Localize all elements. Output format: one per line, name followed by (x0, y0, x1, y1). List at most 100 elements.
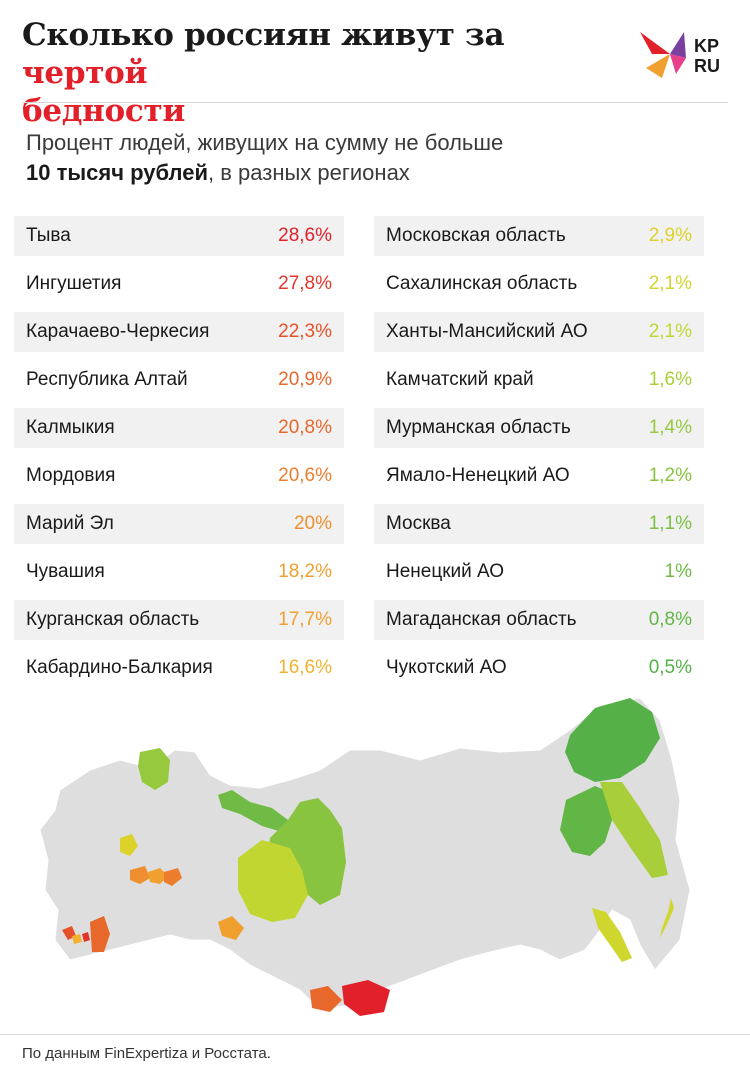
map-region-kabardino (72, 934, 82, 944)
table-row: Мордовия 20,6% (14, 456, 344, 496)
region-name: Карачаево-Черкесия (26, 321, 210, 342)
logo-wing-pink (670, 54, 686, 74)
table-row: Ямало-Ненецкий АО 1,2% (374, 456, 704, 496)
map-region-sakhalin (592, 908, 632, 962)
region-value: 2,1% (648, 273, 692, 294)
region-value: 1,1% (648, 513, 692, 534)
map-region-magadan (560, 786, 615, 856)
subtitle-part2: , в разных регионах (207, 160, 410, 185)
region-value: 17,7% (278, 609, 332, 630)
map-region-altai (310, 986, 342, 1012)
region-name: Камчатский край (386, 369, 534, 390)
title-accent: чертой (22, 55, 148, 91)
region-value: 20,8% (278, 417, 332, 438)
table-left-column: Тыва 28,6% Ингушетия 27,8% Карачаево-Черкеси… (14, 216, 344, 696)
footer-divider (0, 1034, 750, 1035)
region-value: 20,9% (278, 369, 332, 390)
table-row: Камчатский край 1,6% (374, 360, 704, 400)
logo-text-ru: RU (694, 56, 720, 76)
region-value: 18,2% (278, 561, 332, 582)
region-value: 1% (664, 561, 692, 582)
region-name: Кабардино-Балкария (26, 657, 213, 678)
region-value: 0,8% (648, 609, 692, 630)
table-row: Москва 1,1% (374, 504, 704, 544)
region-name: Ямало-Ненецкий АО (386, 465, 570, 486)
region-value: 2,9% (648, 225, 692, 246)
table-row: Мурманская область 1,4% (374, 408, 704, 448)
subtitle-part1: Процент людей, живущих на сумму не больш… (26, 130, 504, 155)
map-region-moscow-oblast (120, 834, 138, 856)
table-row: Кабардино-Балкария 16,6% (14, 648, 344, 688)
region-name: Москва (386, 513, 451, 534)
table-row: Карачаево-Черкесия 22,3% (14, 312, 344, 352)
chart-subtitle: Процент людей, живущих на сумму не больш… (26, 128, 646, 188)
table-row: Ханты-Мансийский АО 2,1% (374, 312, 704, 352)
region-name: Курганская область (26, 609, 200, 630)
russia-map (39, 697, 691, 1016)
table-row: Калмыкия 20,8% (14, 408, 344, 448)
table-row: Курганская область 17,7% (14, 600, 344, 640)
table-row: Тыва 28,6% (14, 216, 344, 256)
region-value: 22,3% (278, 321, 332, 342)
table-row: Республика Алтай 20,9% (14, 360, 344, 400)
map-region-kuriles (660, 898, 674, 938)
map-region-tyva (342, 980, 390, 1016)
source-note: По данным FinExpertiza и Росстата. (22, 1045, 271, 1062)
logo-wing-orange (646, 54, 670, 78)
region-name: Мордовия (26, 465, 116, 486)
header-divider (22, 102, 728, 103)
region-name: Республика Алтай (26, 369, 188, 390)
region-value: 20% (293, 513, 332, 534)
map-region-kurgan (218, 916, 244, 940)
region-value: 20,6% (278, 465, 332, 486)
title-end: бедности (22, 93, 186, 129)
region-name: Ингушетия (26, 273, 122, 294)
region-value: 27,8% (278, 273, 332, 294)
table-row: Марий Эл 20% (14, 504, 344, 544)
map-region-chuvashia (148, 868, 168, 884)
title-main: Сколько россиян живут за (22, 17, 505, 53)
region-name: Московская область (386, 225, 566, 246)
region-value: 16,6% (278, 657, 332, 678)
map-region-mordovia (164, 868, 182, 886)
region-name: Ненецкий АО (386, 561, 505, 582)
map-region-nenets (218, 790, 288, 832)
subtitle-bold: 10 тысяч рублей (26, 160, 208, 185)
logo-wing-purple (670, 32, 686, 58)
region-name: Чукотский АО (386, 657, 507, 678)
map-region-khmao (238, 840, 308, 922)
table-row: Чукотский АО 0,5% (374, 648, 704, 688)
region-name: Сахалинская область (386, 273, 578, 294)
map-region-kamchatka (600, 782, 668, 878)
map-region-murmansk (138, 748, 170, 790)
region-value: 28,6% (278, 225, 332, 246)
map-region-mari-el (130, 866, 150, 884)
table-row: Чувашия 18,2% (14, 552, 344, 592)
table-row: Ингушетия 27,8% (14, 264, 344, 304)
map-region-ingushetia (82, 932, 90, 942)
region-value: 1,6% (648, 369, 692, 390)
table-row: Ненецкий АО 1% (374, 552, 704, 592)
region-name: Мурманская область (386, 417, 571, 438)
region-name: Марий Эл (26, 513, 114, 534)
map-region-chukotka (565, 698, 660, 782)
region-name: Тыва (26, 225, 71, 246)
logo-wing-red (640, 32, 670, 54)
logo-text-kp: KP (694, 36, 719, 56)
kp-logo: KP RU (640, 32, 720, 78)
map-region-kalmykia (90, 916, 110, 952)
page-title: Сколько россиян живут за чертой бедности (22, 16, 602, 130)
region-value: 1,2% (648, 465, 692, 486)
table-row: Сахалинская область 2,1% (374, 264, 704, 304)
region-value: 2,1% (648, 321, 692, 342)
region-name: Калмыкия (26, 417, 115, 438)
region-name: Чувашия (26, 561, 105, 582)
region-name: Ханты-Мансийский АО (386, 321, 588, 342)
region-value: 0,5% (648, 657, 692, 678)
table-row: Московская область 2,9% (374, 216, 704, 256)
table-row: Магаданская область 0,8% (374, 600, 704, 640)
table-right-column: Московская область 2,9% Сахалинская област… (374, 216, 704, 696)
region-value: 1,4% (648, 417, 692, 438)
map-region-yamal (268, 798, 346, 905)
region-name: Магаданская область (386, 609, 577, 630)
